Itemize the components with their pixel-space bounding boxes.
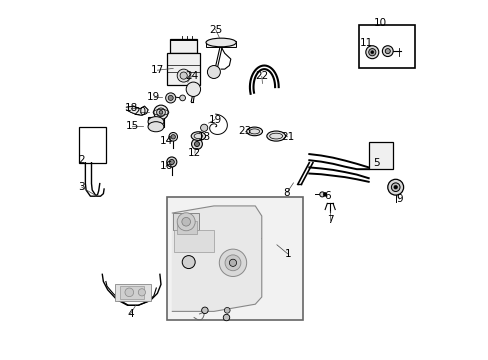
Text: 24: 24 (185, 71, 199, 81)
Circle shape (323, 193, 326, 196)
Text: 11: 11 (360, 38, 373, 48)
Text: 17: 17 (150, 65, 163, 75)
Text: 13: 13 (198, 132, 211, 142)
Bar (205, 41, 236, 47)
Bar (174, 230, 213, 252)
Circle shape (156, 108, 165, 117)
Circle shape (153, 105, 168, 120)
Ellipse shape (246, 127, 262, 136)
Circle shape (194, 141, 199, 147)
Text: 16: 16 (159, 161, 172, 171)
Circle shape (168, 95, 173, 100)
Text: 15: 15 (125, 121, 139, 131)
Bar (79, 127, 106, 163)
Circle shape (365, 46, 378, 59)
Circle shape (177, 69, 190, 82)
Ellipse shape (148, 117, 163, 127)
Circle shape (224, 307, 230, 313)
Ellipse shape (205, 38, 236, 47)
Circle shape (159, 111, 163, 114)
Text: 1: 1 (284, 249, 290, 259)
Circle shape (125, 288, 133, 297)
Text: 18: 18 (124, 103, 138, 113)
Bar (177, 221, 196, 234)
Text: 25: 25 (209, 24, 222, 35)
Text: 2: 2 (78, 155, 85, 165)
Circle shape (229, 259, 236, 266)
Circle shape (382, 46, 392, 57)
Text: 8: 8 (283, 188, 290, 198)
Bar (170, 39, 197, 53)
Text: 10: 10 (373, 18, 386, 28)
Circle shape (223, 314, 229, 321)
Polygon shape (171, 206, 261, 311)
Polygon shape (126, 106, 148, 115)
Text: 22: 22 (255, 71, 268, 81)
Text: 21: 21 (281, 132, 294, 142)
Circle shape (387, 179, 403, 195)
Circle shape (201, 307, 208, 314)
Circle shape (319, 192, 324, 197)
Bar (120, 286, 143, 299)
Circle shape (368, 49, 375, 56)
Text: 7: 7 (326, 215, 333, 225)
Text: 23: 23 (238, 126, 251, 136)
Ellipse shape (266, 131, 285, 141)
Bar (115, 284, 151, 301)
Bar (167, 197, 303, 320)
Circle shape (182, 256, 195, 269)
Circle shape (168, 132, 177, 141)
Text: 19: 19 (147, 92, 160, 102)
Circle shape (166, 157, 177, 167)
Circle shape (182, 217, 190, 226)
Circle shape (138, 289, 145, 296)
Text: 4: 4 (127, 309, 133, 319)
Circle shape (180, 72, 187, 79)
Circle shape (179, 95, 185, 101)
Ellipse shape (148, 122, 163, 132)
Text: 6: 6 (324, 191, 330, 201)
Text: 14: 14 (160, 136, 173, 146)
Circle shape (385, 49, 389, 54)
Circle shape (171, 135, 175, 139)
Text: 9: 9 (395, 194, 402, 204)
Bar (358, 25, 414, 68)
Circle shape (177, 213, 195, 231)
Circle shape (207, 66, 220, 78)
Bar (148, 117, 164, 127)
Text: 20: 20 (133, 107, 146, 117)
Bar (167, 53, 200, 85)
Circle shape (165, 93, 175, 103)
Circle shape (390, 183, 399, 192)
Text: 3: 3 (78, 182, 85, 192)
Bar (173, 213, 199, 230)
Circle shape (224, 255, 241, 271)
Circle shape (370, 51, 373, 54)
Ellipse shape (191, 132, 205, 140)
Circle shape (219, 249, 246, 276)
Text: 5: 5 (372, 158, 379, 168)
Text: 19: 19 (208, 114, 221, 125)
Circle shape (186, 82, 200, 96)
Text: 12: 12 (188, 148, 201, 158)
Circle shape (191, 139, 202, 149)
Bar (368, 142, 392, 169)
Circle shape (393, 185, 397, 189)
Circle shape (169, 159, 174, 165)
Circle shape (200, 124, 207, 131)
